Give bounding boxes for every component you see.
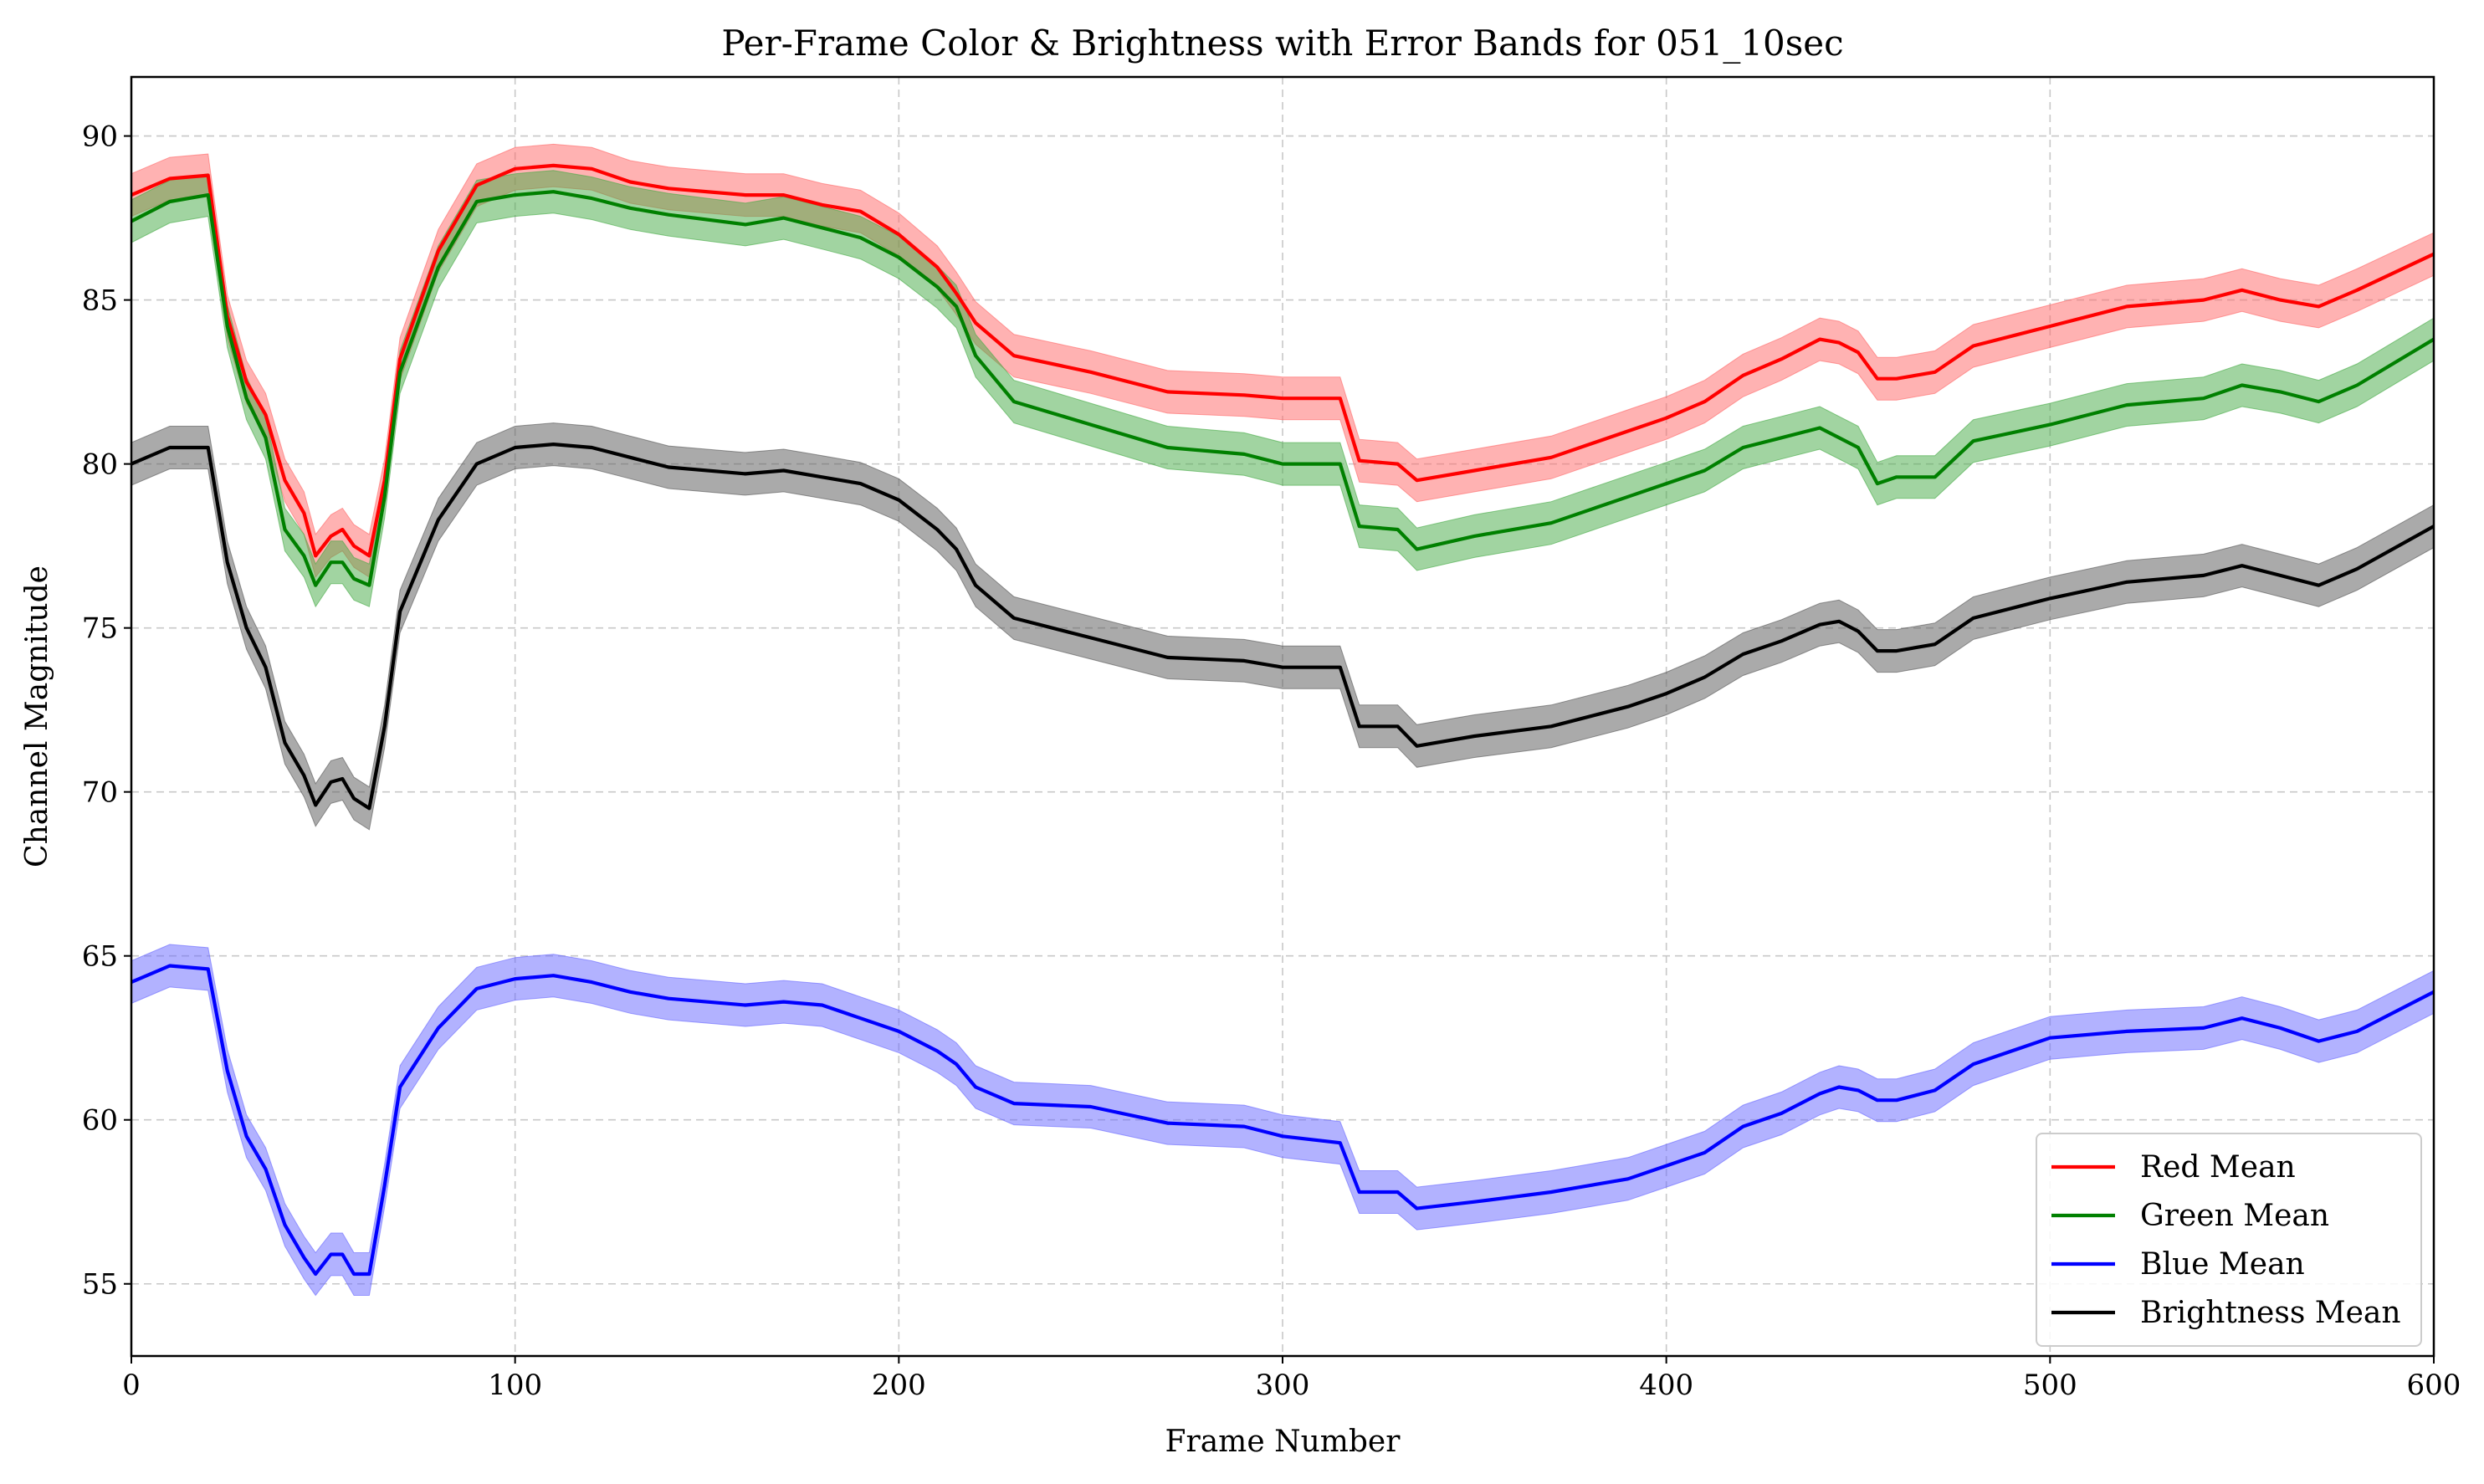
legend-label: Brightness Mean	[2140, 1296, 2401, 1330]
x-tick-label: 0	[122, 1369, 141, 1402]
axis-ticks: 0 100 200 300 400 500 600 55 60 65 70 75 80 85 90	[82, 120, 2461, 1402]
x-tick-label: 200	[872, 1369, 926, 1402]
brightness-mean-line	[131, 442, 2435, 811]
y-tick-label: 75	[82, 612, 118, 646]
series-lines	[131, 163, 2435, 1277]
y-tick-label: 80	[82, 448, 118, 482]
chart-title: Per-Frame Color & Brightness with Error …	[721, 23, 1843, 64]
blue-mean-line	[131, 964, 2435, 1277]
green-mean-line	[131, 190, 2435, 587]
y-tick-label: 65	[82, 940, 118, 974]
x-tick-label: 600	[2407, 1369, 2461, 1402]
legend-label: Red Mean	[2140, 1150, 2296, 1185]
x-tick-label: 300	[1256, 1369, 1310, 1402]
red-mean-line	[131, 163, 2435, 558]
y-tick-label: 90	[82, 120, 118, 154]
y-tick-label: 60	[82, 1104, 118, 1138]
x-tick-label: 400	[1639, 1369, 1693, 1402]
legend-label: Green Mean	[2140, 1199, 2329, 1233]
x-tick-label: 100	[488, 1369, 542, 1402]
y-tick-label: 85	[82, 284, 118, 318]
y-tick-label: 70	[82, 776, 118, 810]
x-tick-label: 500	[2023, 1369, 2077, 1402]
legend-label: Blue Mean	[2140, 1247, 2305, 1282]
x-axis-label: Frame Number	[1165, 1425, 1401, 1459]
legend: Red Mean Green Mean Blue Mean Brightness Me…	[2036, 1133, 2422, 1347]
y-tick-label: 55	[82, 1268, 118, 1302]
y-axis-label: Channel Magnitude	[20, 565, 54, 867]
legend-box	[2036, 1133, 2422, 1347]
